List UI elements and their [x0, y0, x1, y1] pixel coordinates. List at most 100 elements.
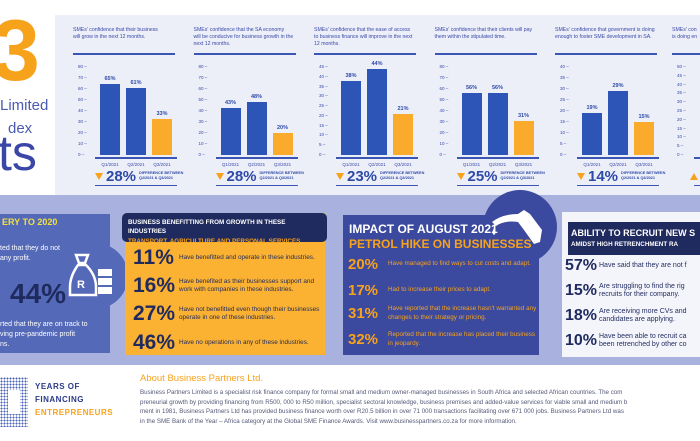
recruit-subtitle: AMIDST HIGH RETRENCHMENT RA [571, 241, 679, 248]
bar-label: 15% [638, 114, 650, 120]
down-triangle-icon [456, 172, 465, 180]
petrol-text: Have reported that the increase hasn't w… [388, 305, 537, 321]
chart-plot: 0 – 10 – 20 – 30 – 40 – 50 – 60 – 70 – 80 – 56% 56… [435, 64, 545, 160]
bar [152, 118, 172, 155]
industry-row: 27% Have not benefitted even though their… [133, 302, 329, 326]
recruit-text-line: Are receiving more CVs and [599, 307, 687, 315]
bar [393, 113, 413, 155]
chart-title: SMEs' confidence that the SA economy will… [194, 27, 294, 48]
y-tick-label: 20 – [78, 130, 87, 135]
difference-value: 14% [588, 167, 619, 185]
fuel-nozzle-icon [492, 210, 542, 244]
y-tick-label: 15 – [319, 122, 328, 128]
petrol-text: Reported that the increase has placed th… [388, 331, 536, 347]
x-tick-label: Q3/2021 [394, 162, 412, 167]
difference [690, 168, 698, 184]
y-tick-label: 40 – [319, 73, 328, 79]
y-tick-label: 45 – [319, 64, 328, 69]
x-tick-label: Q2/2021 [368, 162, 386, 167]
petrol-pct: 17% [348, 282, 379, 299]
y-tick-label: 35 – [319, 83, 328, 89]
difference-label: DIFFERENCE BETWEEN Q2/2021 & Q3/2021 [621, 171, 665, 181]
down-triangle-icon [215, 172, 224, 180]
chart-plot: 0 – 10 – 20 – 30 – 40 – 50 – 60 – 70 – 80 – 65% 61… [73, 64, 183, 160]
petrol-row: 17% Had to increase their prices to adapt… [348, 282, 538, 299]
industries-subtitle: TRANSPORT, AGRICULTURE AND PERSONAL SERV… [128, 237, 301, 245]
footer-financing: FINANCING [35, 395, 84, 404]
down-triangle-icon [577, 172, 585, 180]
chart-title-line: to business finance will improve in the … [314, 34, 413, 41]
chart-title-rule [434, 53, 537, 55]
bar [367, 68, 387, 155]
chart-title-rule [193, 53, 296, 55]
y-tick-label: 70 – [198, 75, 208, 80]
chart-title-line: SMEs' con [672, 27, 697, 33]
x-tick-label: Q2/2021 [247, 162, 266, 167]
y-tick-label: 20 – [319, 112, 328, 118]
difference-rule [215, 185, 298, 186]
difference-label-line: Q2/2021 & Q3/2021 [500, 176, 535, 180]
chart-title: SMEs' confidence that their business will… [73, 27, 158, 41]
chart-title: SMEs' confidence that the ease of access… [314, 27, 412, 48]
chart-title-line: SMEs' confidence that the SA economy [193, 27, 285, 33]
y-tick-label: 10 – [560, 130, 569, 135]
y-tick-label: 50 – [78, 97, 87, 102]
difference-label: DIFFERENCE BETWEEN Q2/2021 & Q3/2021 [380, 171, 424, 181]
y-tick-label: 20 – [439, 130, 449, 135]
difference-label: DIFFERENCE BETWEEN Q2/2021 & Q3/2021 [139, 171, 183, 181]
recruit-header: ABILITY TO RECRUIT NEW S AMIDST HIGH RET… [568, 222, 700, 255]
bar [487, 93, 508, 155]
y-tick-label: 60 – [198, 86, 208, 91]
y-tick-label: 80 – [78, 64, 87, 69]
bar [634, 122, 654, 155]
bar-label: 31% [517, 112, 529, 119]
recovery-text-1a: ted that they do not [0, 245, 60, 252]
y-tick-label: 20 – [198, 130, 208, 135]
bar [461, 93, 482, 155]
recruit-text-line: recruits for their company. [599, 291, 680, 298]
chart-plot: 0 – 5 – 10 – 15 – 20 – 25 – 30 – 35 – 40 – 45 – 50… [672, 64, 700, 160]
x-tick-label: Q1/2021 [462, 162, 481, 167]
recruit-pct: 57% [565, 257, 598, 274]
chart: SMEs' confidence that government is doin… [555, 15, 673, 195]
recruit-text-line: candidates are applying. [599, 316, 675, 323]
x-axis-line [694, 157, 700, 159]
bar [341, 80, 361, 155]
difference-label-line: Q2/2021 & Q3/2021 [380, 176, 415, 180]
title-digit: 3 [0, 3, 40, 99]
bar-label: 56% [491, 85, 503, 92]
chart-title-line: SMEs' confidence that government is doin… [555, 27, 655, 33]
chart-title-line: will grow in the next 12 months. [73, 34, 146, 41]
y-tick-label: 70 – [439, 75, 449, 80]
difference-rule [694, 185, 700, 186]
y-tick-label: 60 – [439, 86, 449, 91]
difference: 28% DIFFERENCE BETWEEN Q2/2021 & Q3/2021 [95, 167, 183, 185]
y-tick-label: 30 – [78, 119, 87, 124]
industry-text: Have benefitted and operate in these ind… [179, 253, 315, 261]
difference-value: 28% [106, 167, 137, 185]
y-tick-label: 45 – [677, 72, 686, 78]
y-tick-label: 10 – [677, 134, 686, 140]
y-tick-label: 0 – [560, 152, 567, 157]
y-tick-label: 0 – [677, 152, 684, 157]
bar-label: 38% [345, 72, 357, 79]
bar-label: 61% [130, 79, 142, 86]
industry-text: Have not benefitted even though their bu… [179, 305, 320, 321]
difference-value: 25% [467, 167, 498, 185]
y-tick-label: 15 – [677, 125, 686, 131]
petrol-row: 32% Reported that the increase has placed… [348, 331, 538, 348]
chart: SMEs' confidence that their clients will… [434, 15, 553, 195]
petrol-text: Have managed to find ways to cut costs a… [388, 260, 531, 268]
bar [100, 83, 120, 155]
x-axis-line [577, 157, 659, 159]
y-tick-label: 5 – [560, 141, 567, 146]
chart-title-line: SMEs' confidence that their clients will… [434, 27, 533, 33]
bar-label: 20% [276, 125, 288, 131]
chart-title-line: 12 months. [314, 41, 340, 48]
difference: 28% DIFFERENCE BETWEEN Q2/2021 & Q3/2021 [215, 168, 304, 185]
title-line-2: dex [8, 120, 33, 137]
y-tick-label: 30 – [677, 99, 686, 105]
about-line: in the SME Bank of the Year – Africa cat… [140, 417, 517, 425]
y-tick-label: 35 – [677, 90, 686, 96]
charts-panel: SMEs' confidence that their business will… [55, 15, 700, 195]
